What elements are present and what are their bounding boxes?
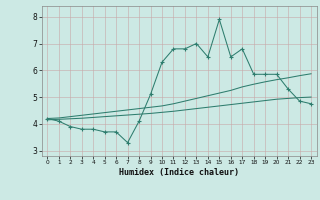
X-axis label: Humidex (Indice chaleur): Humidex (Indice chaleur) xyxy=(119,168,239,177)
